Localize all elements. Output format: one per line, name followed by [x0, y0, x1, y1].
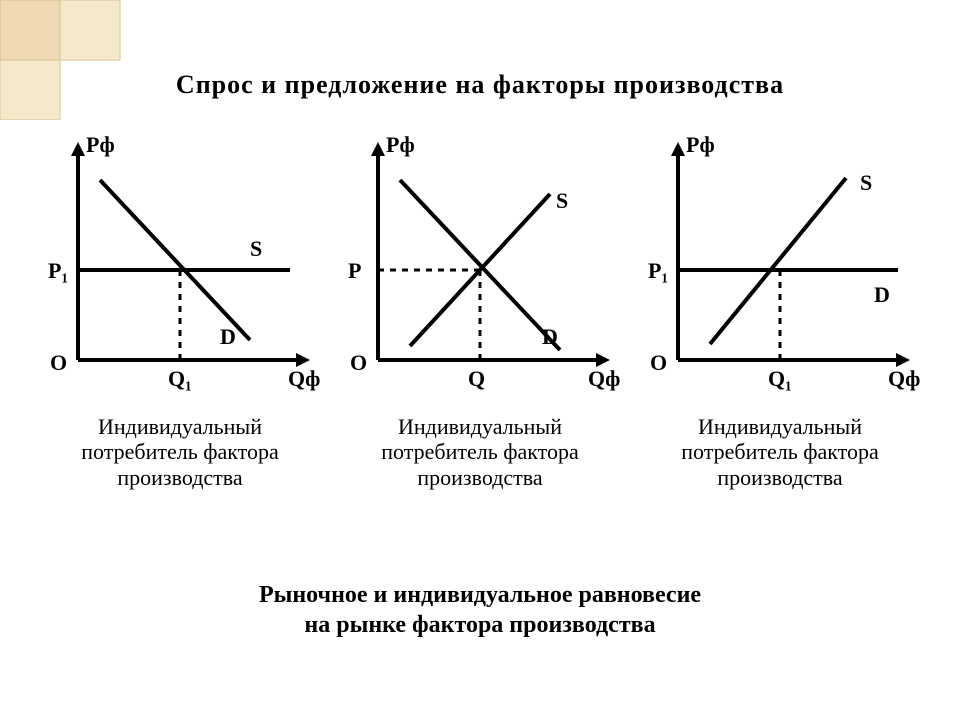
supply-label: S: [250, 236, 262, 261]
quantity-label: Q₁: [168, 366, 192, 391]
corner-decoration: [0, 0, 140, 120]
x-axis-arrow: [896, 353, 910, 367]
supply-label: S: [556, 188, 568, 213]
chart-panel-1: Pф Qф O P₁ Q₁ S D Индивидуальный потребитель ф…: [40, 130, 320, 490]
x-axis-label: Qф: [588, 366, 620, 391]
demand-curve: [400, 180, 560, 350]
origin-label: O: [350, 350, 367, 375]
quantity-label: Q₁: [768, 366, 792, 391]
page-subtitle: Рыночное и индивидуальное равновесие на …: [0, 580, 960, 640]
demand-curve: [100, 180, 250, 340]
price-label: P₁: [648, 258, 668, 283]
page-title: Спрос и предложение на факторы производс…: [0, 70, 960, 100]
chart-svg-3: Pф Qф O P₁ Q₁ S D: [640, 130, 920, 410]
origin-label: O: [650, 350, 667, 375]
x-axis-label: Qф: [888, 366, 920, 391]
chart-caption-2: Индивидуальный потребитель фактора произ…: [340, 414, 620, 490]
chart-svg-2: Pф Qф O P Q S D: [340, 130, 620, 410]
price-label: P₁: [48, 258, 68, 283]
charts-row: Pф Qф O P₁ Q₁ S D Индивидуальный потребитель ф…: [40, 130, 920, 490]
y-axis-arrow: [371, 142, 385, 156]
supply-curve: [710, 178, 846, 344]
chart-panel-2: Pф Qф O P Q S D Индивидуальный потребитель фак…: [340, 130, 620, 490]
y-axis-label: Pф: [86, 132, 115, 157]
x-axis-arrow: [596, 353, 610, 367]
price-label: P: [348, 258, 361, 283]
chart-caption-3: Индивидуальный потребитель фактора произ…: [640, 414, 920, 490]
chart-svg-1: Pф Qф O P₁ Q₁ S D: [40, 130, 320, 410]
demand-label: D: [874, 282, 890, 307]
demand-label: D: [220, 324, 236, 349]
quantity-label: Q: [468, 366, 485, 391]
y-axis-label: Pф: [686, 132, 715, 157]
y-axis-arrow: [671, 142, 685, 156]
y-axis-label: Pф: [386, 132, 415, 157]
x-axis-label: Qф: [288, 366, 320, 391]
supply-label: S: [860, 170, 872, 195]
chart-caption-1: Индивидуальный потребитель фактора произ…: [40, 414, 320, 490]
demand-label: D: [542, 324, 558, 349]
origin-label: O: [50, 350, 67, 375]
y-axis-arrow: [71, 142, 85, 156]
x-axis-arrow: [296, 353, 310, 367]
chart-panel-3: Pф Qф O P₁ Q₁ S D Индивидуальный потребитель ф…: [640, 130, 920, 490]
